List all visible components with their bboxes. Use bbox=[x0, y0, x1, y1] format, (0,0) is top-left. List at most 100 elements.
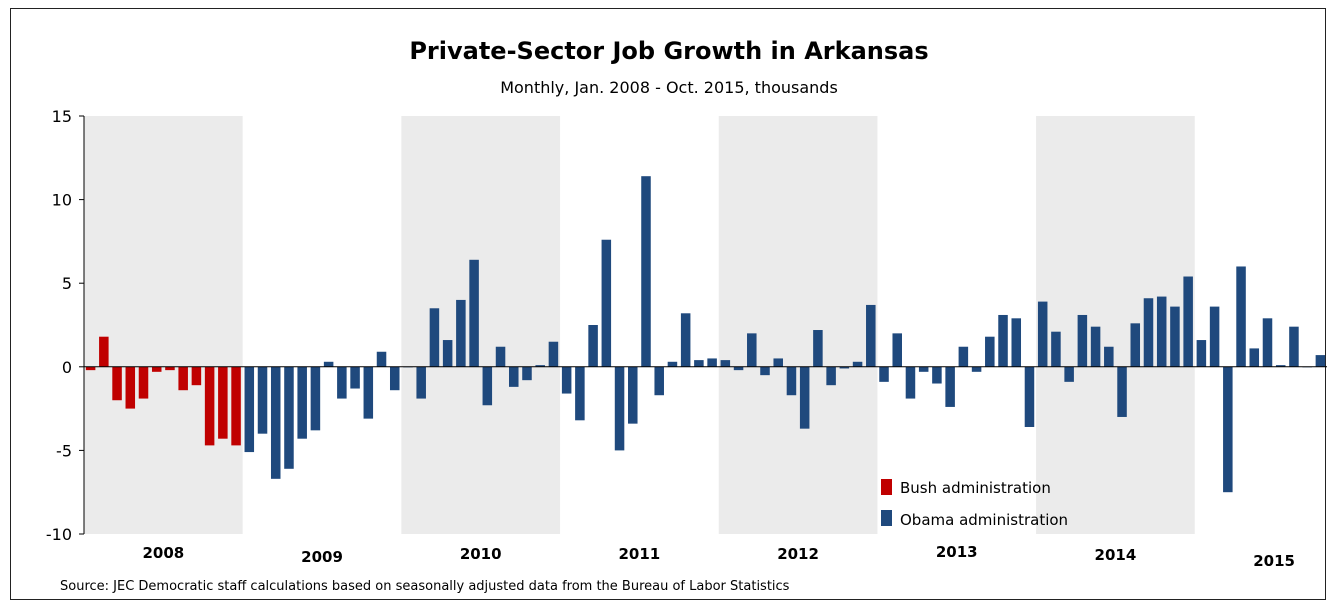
bar bbox=[773, 358, 783, 367]
year-label-2009: 2009 bbox=[301, 548, 343, 566]
bar bbox=[429, 308, 440, 367]
bar bbox=[350, 366, 360, 389]
bar bbox=[1104, 346, 1114, 367]
legend: Bush administration Obama administration bbox=[881, 479, 1068, 529]
bar bbox=[945, 366, 955, 407]
bar bbox=[535, 365, 545, 367]
year-band-2010 bbox=[401, 116, 561, 534]
year-shading bbox=[84, 116, 1195, 534]
bar bbox=[588, 325, 598, 367]
bar bbox=[323, 361, 334, 367]
bar bbox=[337, 366, 347, 399]
bar bbox=[1156, 296, 1167, 367]
bar bbox=[998, 314, 1008, 367]
bar bbox=[125, 366, 136, 409]
year-label-2013: 2013 bbox=[936, 543, 978, 561]
y-tick-label: 5 bbox=[62, 274, 72, 293]
bar bbox=[1209, 306, 1220, 367]
bar bbox=[985, 336, 995, 367]
legend-label-obama: Obama administration bbox=[900, 511, 1068, 529]
bar bbox=[231, 366, 241, 446]
bar bbox=[456, 299, 466, 367]
bar bbox=[1143, 298, 1154, 367]
bars bbox=[85, 176, 1326, 493]
bar bbox=[892, 333, 902, 367]
bar bbox=[85, 366, 96, 371]
y-tick-label: 10 bbox=[52, 191, 72, 210]
bar bbox=[244, 366, 255, 453]
year-label-2008: 2008 bbox=[142, 544, 184, 562]
year-label-2015: 2015 bbox=[1253, 552, 1295, 570]
bar bbox=[654, 366, 664, 396]
bar bbox=[760, 366, 770, 376]
year-band-2014 bbox=[1036, 116, 1195, 534]
bar bbox=[218, 366, 228, 439]
bar bbox=[905, 366, 916, 399]
bar bbox=[601, 239, 612, 367]
bar bbox=[469, 259, 479, 367]
bar bbox=[1196, 340, 1207, 367]
bar bbox=[932, 366, 942, 384]
chart-title: Private-Sector Job Growth in Arkansas bbox=[409, 37, 928, 65]
bar bbox=[376, 351, 387, 367]
bar bbox=[1064, 366, 1074, 382]
bar bbox=[1037, 301, 1048, 367]
bar bbox=[1223, 366, 1233, 493]
bar bbox=[1275, 365, 1286, 367]
chart-canvas: Private-Sector Job Growth in Arkansas Mo… bbox=[46, 37, 1327, 594]
bar bbox=[839, 366, 850, 369]
bar bbox=[1024, 366, 1035, 427]
chart-frame: Private-Sector Job Growth in Arkansas Mo… bbox=[10, 8, 1327, 600]
bar bbox=[641, 176, 651, 367]
bar bbox=[1249, 348, 1260, 367]
bar bbox=[786, 366, 797, 396]
bar bbox=[363, 366, 374, 419]
year-label-2012: 2012 bbox=[777, 545, 819, 563]
bar bbox=[495, 346, 506, 367]
bar bbox=[1090, 326, 1101, 367]
bar bbox=[799, 366, 810, 429]
x-axis-years: 2008 2009 2010 2011 2012 2013 2014 2015 bbox=[142, 543, 1295, 570]
y-tick-label: 0 bbox=[62, 358, 72, 377]
bar bbox=[112, 366, 122, 401]
bar bbox=[257, 366, 268, 434]
bar bbox=[1183, 276, 1193, 367]
bar bbox=[1236, 266, 1246, 367]
bar bbox=[389, 366, 400, 391]
bar bbox=[720, 360, 731, 367]
bar bbox=[879, 366, 889, 382]
bar bbox=[1289, 326, 1299, 367]
bar bbox=[178, 366, 188, 391]
bar bbox=[628, 366, 638, 424]
source-note: Source: JEC Democratic staff calculation… bbox=[60, 579, 790, 594]
bar bbox=[416, 366, 426, 399]
bar bbox=[138, 366, 149, 399]
year-label-2014: 2014 bbox=[1095, 546, 1137, 564]
bar bbox=[548, 341, 559, 367]
bar bbox=[575, 366, 585, 421]
bar bbox=[165, 366, 175, 371]
bar bbox=[1011, 318, 1022, 367]
bar bbox=[1051, 331, 1061, 367]
bar bbox=[204, 366, 215, 446]
bar bbox=[866, 304, 876, 367]
chart-subtitle: Monthly, Jan. 2008 - Oct. 2015, thousand… bbox=[500, 78, 838, 97]
y-tick-label: -10 bbox=[46, 525, 72, 544]
bar bbox=[918, 366, 929, 372]
y-axis: 15 10 5 0 -5 -10 bbox=[46, 107, 85, 544]
bar bbox=[297, 366, 307, 439]
bar bbox=[680, 313, 691, 367]
year-label-2010: 2010 bbox=[460, 545, 502, 563]
bar bbox=[694, 360, 704, 367]
legend-swatch-bush bbox=[881, 479, 892, 495]
legend-label-bush: Bush administration bbox=[900, 479, 1051, 497]
bar bbox=[191, 366, 202, 386]
bar bbox=[509, 366, 519, 387]
bar bbox=[971, 366, 982, 372]
bar bbox=[958, 346, 969, 367]
bar bbox=[561, 366, 572, 394]
bar bbox=[1130, 323, 1141, 367]
bar bbox=[482, 366, 493, 406]
bar bbox=[707, 358, 717, 367]
bar bbox=[310, 366, 321, 431]
